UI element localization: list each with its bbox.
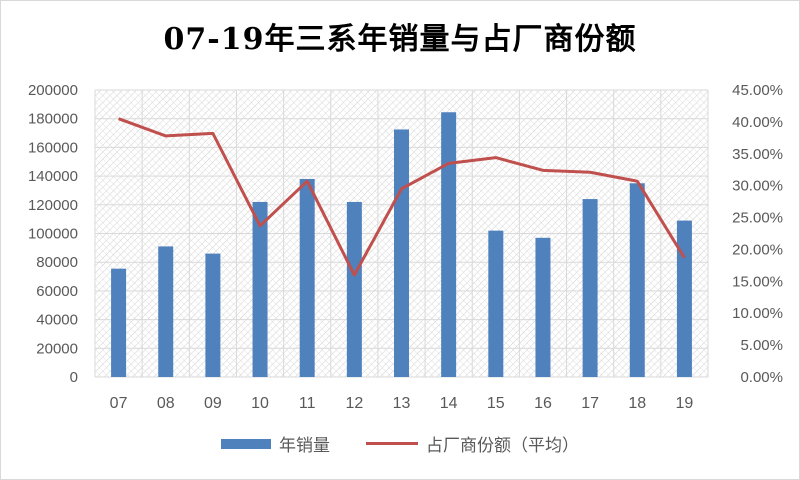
x-tick-label: 18	[628, 395, 646, 412]
x-tick-label: 11	[299, 395, 316, 412]
legend-item-bar: 年销量	[221, 431, 330, 456]
y-left-tick-label: 0	[70, 369, 78, 386]
series-line	[118, 117, 686, 277]
legend-item-line: 占厂商份额（平均）	[366, 431, 579, 456]
bar	[346, 201, 362, 377]
y-right-tick-label: 35.00%	[732, 146, 783, 163]
legend-swatch-line	[366, 442, 418, 445]
bar	[299, 178, 315, 377]
x-tick-label: 19	[676, 395, 694, 412]
y-right-tick-label: 0.00%	[740, 369, 783, 386]
legend-swatch-bar	[221, 438, 271, 449]
x-tick-label: 17	[581, 395, 599, 412]
bar	[441, 112, 457, 378]
bar	[394, 129, 409, 377]
x-tick-label: 12	[345, 395, 363, 412]
y-right-tick-label: 5.00%	[740, 337, 783, 354]
bar	[535, 237, 551, 377]
bar	[205, 253, 221, 377]
y-right-tick-label: 15.00%	[732, 273, 783, 290]
y-right-tick-label: 40.00%	[732, 114, 783, 131]
legend-label-bar: 年销量	[279, 436, 330, 456]
y-right-tick-label: 10.00%	[732, 305, 783, 322]
bar	[111, 268, 127, 377]
bar	[582, 199, 598, 377]
bar	[252, 201, 268, 377]
x-tick-label: 16	[534, 395, 552, 412]
bar	[629, 183, 645, 377]
x-tick-label: 07	[110, 395, 128, 412]
y-left-tick-label: 20000	[36, 340, 78, 357]
x-tick-label: 08	[157, 395, 175, 412]
y-left-tick-label: 200000	[28, 82, 78, 99]
y-right-tick-label: 20.00%	[732, 241, 783, 258]
x-tick-label: 14	[440, 395, 458, 412]
x-tick-label: 13	[393, 395, 411, 412]
legend-label-line: 占厂商份额（平均）	[426, 436, 579, 456]
bar	[488, 230, 504, 377]
y-left-tick-label: 100000	[28, 226, 78, 243]
bar	[158, 246, 174, 377]
legend: 年销量 占厂商份额（平均）	[0, 431, 800, 456]
x-tick-label: 09	[204, 395, 222, 412]
y-left-tick-label: 160000	[28, 139, 78, 156]
bar	[676, 220, 692, 377]
x-tick-label: 10	[251, 395, 269, 412]
y-left-tick-label: 40000	[36, 312, 78, 329]
x-tick-label: 15	[487, 395, 505, 412]
y-left-tick-label: 140000	[28, 168, 78, 185]
y-left-tick-label: 180000	[28, 111, 78, 128]
y-left-tick-label: 80000	[36, 254, 78, 271]
y-left-tick-label: 120000	[28, 197, 78, 214]
y-right-tick-label: 30.00%	[732, 178, 783, 195]
y-left-tick-label: 60000	[36, 283, 78, 300]
chart-title: 07-19年三系年销量与占厂商份额	[163, 22, 637, 57]
y-right-tick-label: 45.00%	[732, 82, 783, 99]
y-right-tick-label: 25.00%	[732, 210, 783, 227]
